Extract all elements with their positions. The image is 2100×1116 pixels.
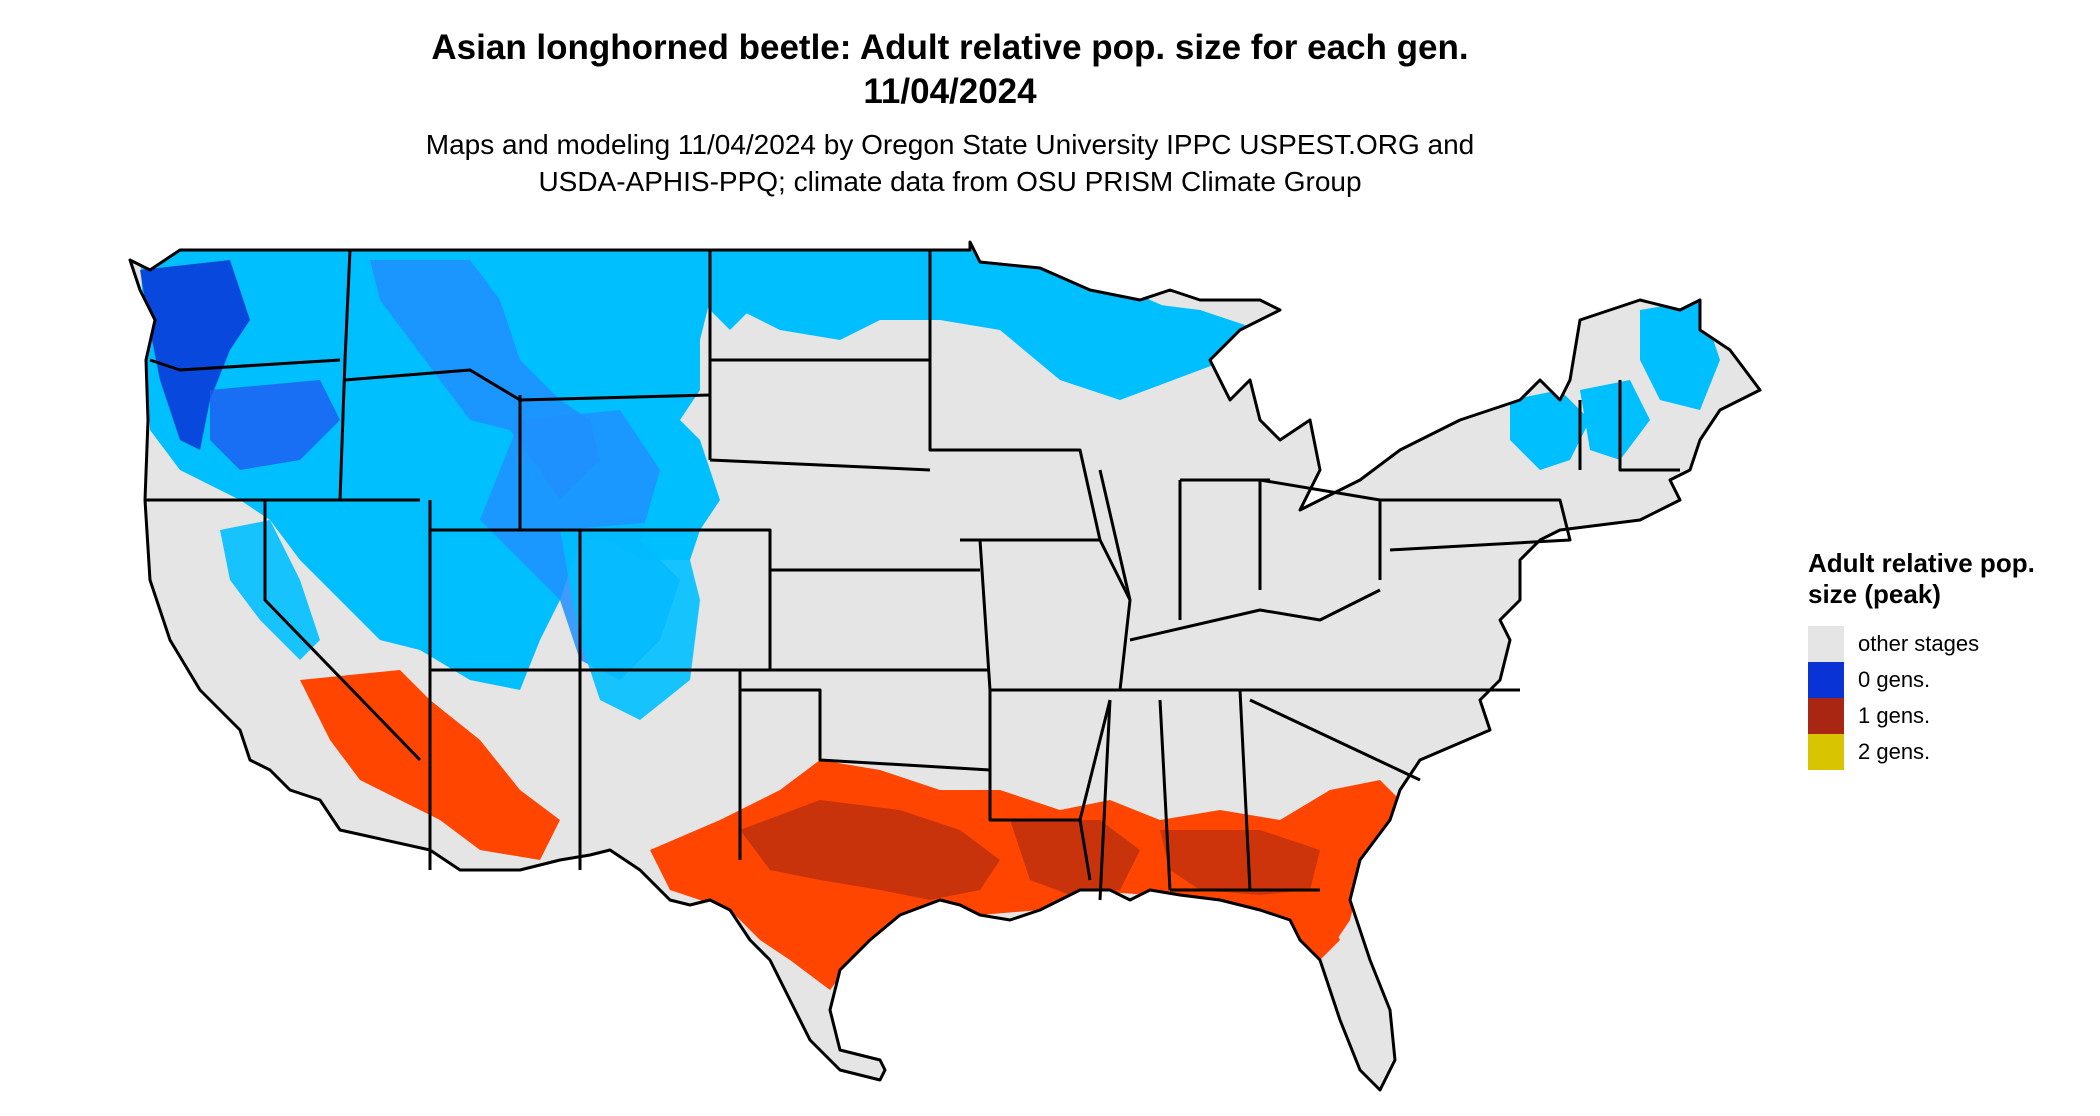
subtitle-line-2: USDA-APHIS-PPQ; climate data from OSU PR… [538,166,1362,197]
legend-item-2-gens: 2 gens. [1808,734,2038,770]
border-pa-ny [1380,498,1572,552]
legend-item-1-gens: 1 gens. [1808,698,2038,734]
zone-light-blue-sierra [220,520,320,660]
border-ky [1129,588,1381,642]
subtitle-line-1: Maps and modeling 11/04/2024 by Oregon S… [425,129,1475,160]
title-line-2: 11/04/2024 [863,72,1037,111]
zone-light-blue-minnesota [720,250,1280,400]
border-ca-nv [263,500,422,762]
title-line-1: Asian longhorned beetle: Adult relative … [431,28,1469,67]
legend-label: 1 gens. [1858,703,1931,728]
border-ia [930,448,1102,542]
zone-dark-red-texas [740,800,1000,900]
legend-title: Adult relative pop. size (peak) [1808,548,2035,609]
border-wa-or [149,358,341,372]
legend-swatch [1808,626,1844,662]
zone-dark-blue-oregon [210,380,340,470]
legend-swatch [1808,698,1844,734]
border-la [990,818,1092,881]
legend-item-0-gens: 0 gens. [1808,662,2038,698]
border-ok-tx [740,688,991,772]
state-borders [128,240,1762,1092]
border-ga [1238,689,1252,891]
border-il-in [1098,469,1182,620]
border-ms-al [1098,699,1172,901]
border-sc [1249,698,1421,782]
map-title: Asian longhorned beetle: Adult relative … [0,26,1900,114]
zone-dark-red-louisiana [1010,820,1140,895]
legend: Adult relative pop. size (peak) other st… [1808,548,2038,770]
border-ut-co [430,528,582,672]
zone-light-blue-newengland [1580,380,1650,460]
border-mt-south [344,368,711,402]
border-ne-states [1578,380,1680,472]
legend-label: other stages [1858,631,1980,656]
zone-dark-blue-cascades [140,260,250,450]
map-subtitle: Maps and modeling 11/04/2024 by Oregon S… [0,126,1900,200]
legend-label: 0 gens. [1858,667,1931,692]
zone-dark-red-georgia [1160,830,1320,895]
border-id-west [338,249,352,501]
legend-item-other-stages: other stages [1808,626,2038,662]
legend-swatch [1808,662,1844,698]
legend-label: 2 gens. [1858,739,1931,764]
zone-light-blue-adirondack [1510,390,1590,470]
border-sd-ne [709,458,931,472]
legend-swatch [1808,734,1844,770]
